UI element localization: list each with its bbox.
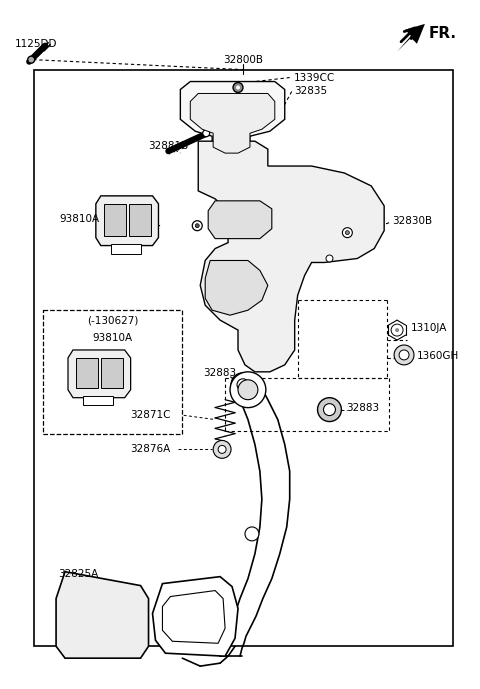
Text: 32883: 32883 xyxy=(347,402,380,413)
Text: 32876A: 32876A xyxy=(131,444,171,454)
Circle shape xyxy=(391,324,403,336)
Circle shape xyxy=(237,379,249,391)
Circle shape xyxy=(230,372,266,408)
Text: 32883: 32883 xyxy=(204,368,237,378)
Bar xyxy=(129,204,151,236)
Circle shape xyxy=(395,328,399,332)
Polygon shape xyxy=(56,572,148,658)
Polygon shape xyxy=(162,590,225,644)
Text: 1339CC: 1339CC xyxy=(294,72,335,83)
Circle shape xyxy=(195,224,199,227)
Bar xyxy=(83,395,113,404)
Polygon shape xyxy=(208,200,272,238)
Polygon shape xyxy=(180,81,285,157)
Circle shape xyxy=(213,440,231,458)
Circle shape xyxy=(346,231,349,235)
Circle shape xyxy=(28,56,35,63)
Circle shape xyxy=(192,220,202,231)
Circle shape xyxy=(394,345,414,365)
Text: 1360GH: 1360GH xyxy=(417,351,459,361)
Text: 32835: 32835 xyxy=(294,87,327,96)
Polygon shape xyxy=(153,577,238,656)
Polygon shape xyxy=(198,141,384,372)
Circle shape xyxy=(218,445,226,453)
Bar xyxy=(34,70,453,646)
Text: 32881B: 32881B xyxy=(148,141,189,151)
Circle shape xyxy=(399,350,409,360)
Circle shape xyxy=(326,255,333,262)
Circle shape xyxy=(203,130,210,136)
Circle shape xyxy=(318,398,341,422)
Text: 32825A: 32825A xyxy=(58,568,98,579)
Text: 1310JA: 1310JA xyxy=(411,323,447,333)
Polygon shape xyxy=(96,196,158,245)
Text: FR.: FR. xyxy=(429,26,457,41)
Bar xyxy=(111,244,141,254)
Circle shape xyxy=(233,83,243,92)
Text: 32871C: 32871C xyxy=(131,409,171,420)
Circle shape xyxy=(238,380,258,400)
Bar xyxy=(104,204,126,236)
Text: 93810A: 93810A xyxy=(59,214,99,224)
Polygon shape xyxy=(190,94,275,153)
Circle shape xyxy=(245,527,259,541)
Bar xyxy=(101,358,123,388)
Polygon shape xyxy=(397,24,425,52)
Text: 32800B: 32800B xyxy=(223,54,263,65)
Text: (-130627): (-130627) xyxy=(87,315,138,325)
Circle shape xyxy=(236,85,240,90)
Polygon shape xyxy=(205,260,268,315)
Bar xyxy=(76,358,98,388)
Circle shape xyxy=(231,373,255,397)
Circle shape xyxy=(342,227,352,238)
Polygon shape xyxy=(68,350,131,398)
Text: 32830B: 32830B xyxy=(392,216,432,226)
Text: 93810A: 93810A xyxy=(93,333,133,343)
Text: 1125DD: 1125DD xyxy=(15,39,58,49)
Bar xyxy=(43,310,182,435)
Circle shape xyxy=(324,404,336,415)
